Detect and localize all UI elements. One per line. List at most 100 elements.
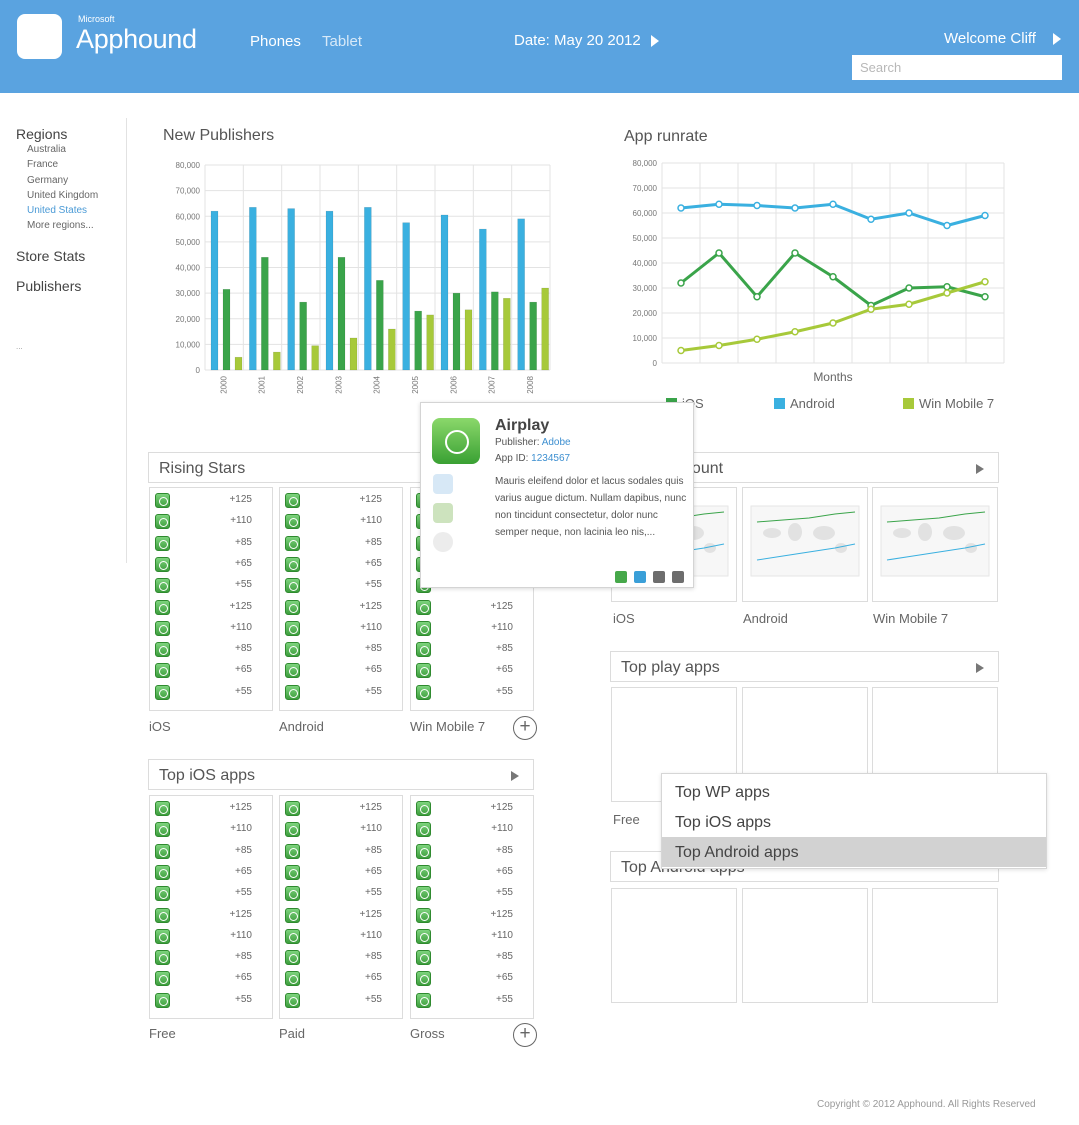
top-ios-apps-header[interactable]: Top iOS apps [148,759,534,790]
top-ios-row[interactable]: +55 [150,883,272,903]
dropdown-item-top-wp-apps[interactable]: Top WP apps [675,784,770,801]
rising-stars-row[interactable]: +125 [150,490,272,510]
app-count-thumb-android[interactable] [742,487,868,602]
top-ios-row[interactable]: +110 [411,819,533,839]
top-ios-row[interactable]: +65 [411,968,533,988]
sidebar-region-france[interactable]: France [27,159,59,170]
sidebar-regions-heading[interactable]: Regions [16,126,68,142]
user-menu-arrow-icon[interactable] [1053,33,1061,45]
top-ios-row[interactable]: +85 [150,947,272,967]
dollar-icon[interactable] [615,571,627,583]
top-ios-row[interactable]: +110 [150,819,272,839]
top-ios-apps-arrow-icon[interactable] [511,771,519,781]
top-ios-row[interactable]: +85 [411,947,533,967]
bag-icon[interactable] [634,571,646,583]
rising-stars-row[interactable]: +110 [411,618,533,638]
nav-tablet[interactable]: Tablet [322,33,363,50]
top-ios-row[interactable]: +65 [150,862,272,882]
top-ios-add-button[interactable]: + [513,1023,537,1047]
top-ios-row[interactable]: +65 [280,968,402,988]
app-icon [285,928,300,944]
top-play-apps-arrow-icon[interactable] [976,663,984,673]
sidebar-region-united-states[interactable]: United States [27,205,88,216]
top-ios-row[interactable]: +125 [411,798,533,818]
app-logo[interactable] [17,14,62,59]
rising-stars-row[interactable]: +125 [411,597,533,617]
top-ios-row[interactable]: +125 [150,905,272,925]
brand-name[interactable]: Apphound [76,24,197,54]
top-play-apps-header[interactable]: Top play apps [610,651,999,682]
rising-stars-row[interactable]: +125 [280,597,402,617]
top-ios-row[interactable]: +110 [280,819,402,839]
top-android-thumb-1[interactable] [611,888,737,1003]
rising-stars-row[interactable]: +55 [280,682,402,702]
app-icon [416,992,431,1008]
square-icon[interactable] [672,571,684,583]
sidebar-store-stats[interactable]: Store Stats [16,248,86,264]
dropdown-item-top-android-apps[interactable]: Top Android apps [662,837,1046,867]
sidebar-region-australia[interactable]: Australia [27,144,66,155]
rising-stars-row[interactable]: +110 [280,618,402,638]
top-ios-row[interactable]: +110 [150,926,272,946]
rising-stars-row[interactable]: +55 [280,575,402,595]
sidebar-region-germany[interactable]: Germany [27,175,69,186]
top-ios-row[interactable]: +65 [280,862,402,882]
rising-stars-row[interactable]: +55 [411,682,533,702]
top-ios-row[interactable]: +55 [280,990,402,1010]
top-ios-row[interactable]: +125 [411,905,533,925]
rising-stars-row[interactable]: +85 [150,533,272,553]
search-input[interactable] [852,55,1062,80]
rising-stars-row[interactable]: +110 [150,618,272,638]
rising-stars-row[interactable]: +110 [150,511,272,531]
top-ios-row[interactable]: +55 [280,883,402,903]
top-android-thumb-3[interactable] [872,888,998,1003]
top-ios-row[interactable]: +55 [411,883,533,903]
data-point [905,284,913,292]
top-ios-row[interactable]: +125 [280,905,402,925]
square-icon[interactable] [653,571,665,583]
rising-stars-row[interactable]: +55 [150,575,272,595]
rising-stars-row[interactable]: +65 [150,554,272,574]
top-ios-row[interactable]: +85 [280,947,402,967]
rising-stars-row[interactable]: +85 [411,639,533,659]
rising-stars-row[interactable]: +85 [280,639,402,659]
rising-stars-row[interactable]: +85 [280,533,402,553]
top-android-thumb-2[interactable] [742,888,868,1003]
dropdown-item-top-ios-apps[interactable]: Top iOS apps [675,814,772,831]
android-icon[interactable] [433,503,453,523]
top-ios-row[interactable]: +125 [150,798,272,818]
sidebar-more-regions[interactable]: More regions... [27,220,94,231]
rising-stars-row[interactable]: +65 [150,660,272,680]
popup-publisher-link[interactable]: Adobe [541,437,571,448]
apple-icon[interactable] [433,532,453,552]
shopping-bag-icon[interactable] [433,474,453,494]
rising-stars-add-button[interactable]: + [513,716,537,740]
sidebar-publishers[interactable]: Publishers [16,278,82,294]
top-ios-row[interactable]: +85 [411,841,533,861]
top-ios-row[interactable]: +125 [280,798,402,818]
welcome-user-label[interactable]: Welcome Cliff [944,30,1036,47]
top-ios-row[interactable]: +65 [411,862,533,882]
rising-stars-row[interactable]: +65 [280,554,402,574]
top-ios-row[interactable]: +110 [411,926,533,946]
top-ios-row[interactable]: +55 [150,990,272,1010]
top-ios-row[interactable]: +55 [411,990,533,1010]
top-ios-row[interactable]: +110 [280,926,402,946]
rising-stars-row[interactable]: +110 [280,511,402,531]
top-ios-row[interactable]: +65 [150,968,272,988]
rising-stars-row[interactable]: +65 [411,660,533,680]
top-ios-row[interactable]: +85 [150,841,272,861]
x-axis-label: Months [813,370,852,384]
sidebar-region-united-kingdom[interactable]: United Kingdom [27,190,99,201]
rising-stars-row[interactable]: +65 [280,660,402,680]
rising-stars-row[interactable]: +55 [150,682,272,702]
app-count-thumb-winmobile[interactable] [872,487,998,602]
top-ios-row[interactable]: +85 [280,841,402,861]
popup-appid-link[interactable]: 1234567 [531,453,571,464]
rising-stars-row[interactable]: +125 [280,490,402,510]
nav-phones[interactable]: Phones [250,33,301,50]
date-next-arrow-icon[interactable] [651,35,659,47]
app-count-arrow-icon[interactable] [976,464,984,474]
rising-stars-row[interactable]: +85 [150,639,272,659]
rising-stars-row[interactable]: +125 [150,597,272,617]
